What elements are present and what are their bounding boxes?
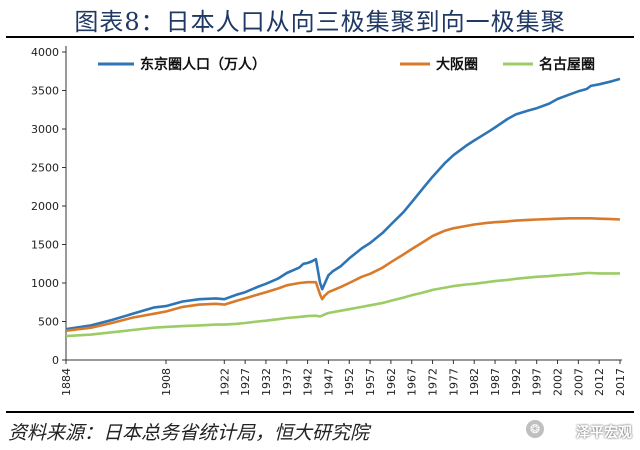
x-tick-label: 2012: [593, 368, 606, 396]
x-tick-label: 1967: [406, 368, 419, 396]
line-chart: 0 500 1000 1500 2000 2500 3000 3500 4000 1884 1908…: [31, 46, 627, 396]
page-title: 图表8：日本人口从向三极集聚到向一极集聚: [74, 8, 566, 36]
x-tick-label: 1942: [302, 368, 315, 396]
y-tick-label: 3000: [31, 123, 59, 136]
watermark: 泽平宏观: [576, 425, 632, 441]
x-tick-label: 1982: [468, 368, 481, 396]
x-tick-label: 1952: [343, 368, 356, 396]
wechat-icon: ❂: [526, 420, 544, 438]
x-tick-label: 1932: [260, 368, 273, 396]
y-tick-label: 4000: [31, 46, 59, 59]
x-tick-label: 1937: [281, 368, 294, 396]
x-tick-label: 1947: [322, 368, 335, 396]
legend-label-3: 名古屋圈: [539, 56, 595, 73]
chart-axes: 0 500 1000 1500 2000 2500 3000 3500 4000 1884 1908…: [31, 46, 627, 396]
legend-label-1: 东京圈人口（万人）: [140, 56, 266, 73]
x-tick-label: 1997: [531, 368, 544, 396]
legend-label-2: 大阪圈: [436, 56, 478, 73]
bottom-divider: [6, 411, 634, 413]
x-tick-label: 2007: [572, 368, 585, 396]
x-tick-label: 1957: [364, 368, 377, 396]
top-divider: [6, 36, 634, 38]
x-tick-label: 1987: [489, 368, 502, 396]
series-line-1: [65, 77, 621, 331]
y-tick-label: 500: [38, 316, 59, 329]
x-tick-label: 2017: [614, 368, 627, 396]
chart-legend: 东京圈人口（万人） 大阪圈 名古屋圈: [98, 56, 595, 73]
x-tick-label: 1972: [427, 368, 440, 396]
y-tick-label: 3500: [31, 85, 59, 98]
x-tick-label: 1962: [385, 368, 398, 396]
x-tick-label: 1884: [60, 368, 73, 396]
x-tick-label: 1992: [510, 368, 523, 396]
y-tick-label: 0: [52, 354, 59, 367]
chart-series: [65, 77, 621, 338]
source-note: 资料来源：日本总务省统计局，恒大研究院: [8, 422, 370, 444]
y-tick-label: 1000: [31, 277, 59, 290]
series-line-3: [65, 271, 620, 338]
x-tick-label: 2002: [552, 368, 565, 396]
series-line-2: [65, 217, 621, 332]
y-tick-label: 2000: [31, 200, 59, 213]
y-tick-label: 2500: [31, 162, 59, 175]
x-tick-label: 1927: [239, 368, 252, 396]
x-tick-label: 1977: [447, 368, 460, 396]
y-tick-label: 1500: [31, 239, 59, 252]
x-tick-label: 1922: [218, 368, 231, 396]
x-tick-label: 1908: [160, 368, 173, 396]
